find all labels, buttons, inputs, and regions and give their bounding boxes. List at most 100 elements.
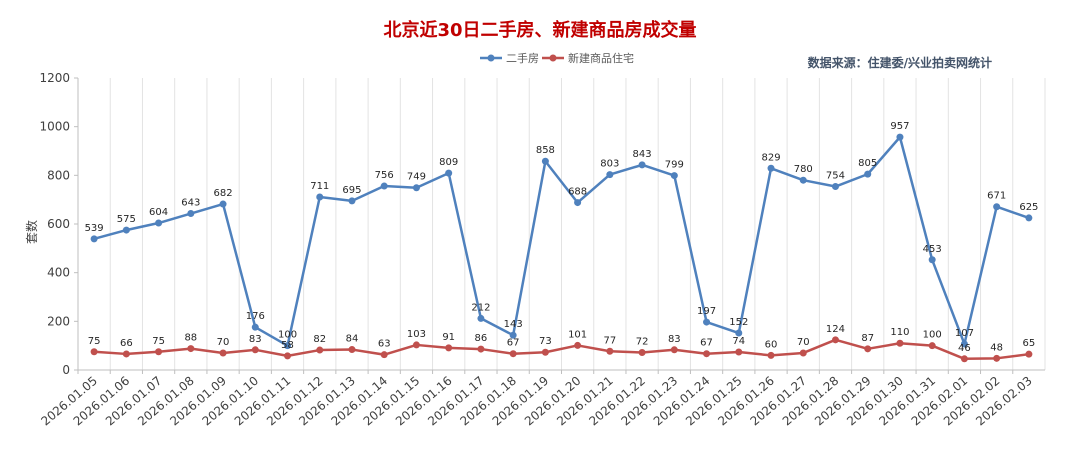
data-label-new-residential: 65: [1023, 338, 1036, 349]
y-tick-label: 800: [47, 168, 70, 182]
grid: [77, 78, 1046, 370]
data-label-resale: 711: [310, 181, 329, 192]
data-point-resale: [638, 161, 646, 169]
data-label-new-residential: 63: [378, 339, 391, 350]
data-label-new-residential: 75: [152, 336, 165, 347]
data-label-new-residential: 124: [826, 324, 845, 335]
data-point-new-residential: [896, 339, 904, 347]
data-label-resale: 604: [149, 207, 168, 218]
data-label-new-residential: 67: [507, 338, 520, 349]
data-label-new-residential: 46: [958, 343, 971, 354]
y-tick-label: 600: [47, 217, 70, 231]
data-label-new-residential: 72: [636, 336, 649, 347]
data-point-resale: [445, 169, 453, 177]
y-tick-label: 1000: [39, 120, 70, 134]
data-point-resale: [90, 235, 98, 243]
data-label-new-residential: 58: [281, 340, 294, 351]
data-source: 数据来源：住建委/兴业拍卖网统计: [808, 55, 992, 70]
data-point-new-residential: [509, 350, 517, 358]
data-point-new-residential: [864, 345, 872, 353]
legend-item-resale: 二手房: [480, 51, 539, 65]
data-point-new-residential: [735, 348, 743, 356]
data-point-new-residential: [90, 348, 98, 356]
data-labels: 539 575 604 643 682 176 100 711 695 756 749 809 212 1…: [85, 121, 1039, 354]
data-point-new-residential: [767, 351, 775, 359]
data-point-resale: [284, 342, 292, 350]
data-point-new-residential: [670, 346, 678, 354]
data-point-resale: [960, 340, 968, 348]
series-group: [90, 133, 1033, 363]
data-label-new-residential: 103: [407, 329, 426, 340]
data-point-new-residential: [316, 346, 324, 354]
data-label-new-residential: 110: [890, 327, 909, 338]
data-point-resale: [831, 183, 839, 191]
data-label-new-residential: 70: [217, 337, 230, 348]
data-label-resale: 453: [923, 244, 942, 255]
data-label-resale: 212: [471, 302, 490, 313]
data-point-new-residential: [574, 341, 582, 349]
data-point-resale: [412, 184, 420, 192]
data-label-resale: 671: [987, 191, 1006, 202]
data-point-resale: [574, 199, 582, 207]
data-point-new-residential: [799, 349, 807, 357]
data-label-new-residential: 70: [797, 337, 810, 348]
data-label-new-residential: 66: [120, 338, 133, 349]
data-label-resale: 858: [536, 145, 555, 156]
data-label-new-residential: 60: [765, 339, 778, 350]
data-point-resale: [993, 203, 1001, 211]
data-label-resale: 176: [246, 311, 265, 322]
data-point-resale: [316, 193, 324, 201]
data-label-resale: 152: [729, 317, 748, 328]
legend: 二手房 新建商品住宅: [480, 51, 634, 65]
data-label-new-residential: 75: [88, 336, 101, 347]
data-point-resale: [928, 256, 936, 264]
data-label-resale: 682: [214, 188, 233, 199]
y-axis-label: 套数: [24, 220, 39, 244]
data-label-resale: 539: [85, 223, 104, 234]
data-point-resale: [670, 172, 678, 180]
data-point-new-residential: [187, 345, 195, 353]
data-point-new-residential: [703, 350, 711, 358]
y-tick-label: 200: [47, 314, 70, 328]
data-point-resale: [799, 176, 807, 184]
legend-marker-new-residential: [549, 54, 557, 62]
data-label-resale: 643: [181, 198, 200, 209]
data-label-resale: 957: [890, 121, 909, 132]
data-point-resale: [219, 200, 227, 208]
data-point-resale: [735, 329, 743, 337]
data-point-resale: [767, 164, 775, 172]
data-point-new-residential: [606, 347, 614, 355]
chart-title: 北京近30日二手房、新建商品房成交量: [383, 19, 696, 41]
data-label-new-residential: 48: [990, 342, 1003, 353]
data-point-new-residential: [348, 346, 356, 354]
data-label-resale: 756: [375, 170, 394, 181]
data-point-resale: [864, 170, 872, 178]
data-label-new-residential: 73: [539, 336, 552, 347]
data-label-resale: 695: [342, 185, 361, 196]
data-label-resale: 780: [794, 164, 813, 175]
series-line-resale: [93, 135, 1030, 347]
data-point-resale: [122, 226, 130, 234]
data-point-new-residential: [477, 345, 485, 353]
data-point-new-residential: [638, 348, 646, 356]
data-point-new-residential: [541, 348, 549, 356]
data-point-new-residential: [155, 348, 163, 356]
data-point-resale: [541, 157, 549, 165]
data-label-new-residential: 67: [700, 338, 713, 349]
data-label-new-residential: 87: [861, 333, 874, 344]
legend-marker-resale: [487, 54, 495, 62]
data-point-resale: [348, 197, 356, 205]
data-label-new-residential: 86: [475, 333, 488, 344]
data-label-resale: 805: [858, 158, 877, 169]
data-label-resale: 829: [761, 152, 780, 163]
data-point-new-residential: [1025, 350, 1033, 358]
legend-label-resale: 二手房: [506, 51, 539, 65]
data-point-new-residential: [380, 351, 388, 359]
data-label-new-residential: 82: [313, 334, 326, 345]
data-point-resale: [509, 331, 517, 339]
data-point-new-residential: [993, 354, 1001, 362]
data-label-resale: 197: [697, 306, 716, 317]
y-tick-label: 0: [62, 363, 70, 377]
